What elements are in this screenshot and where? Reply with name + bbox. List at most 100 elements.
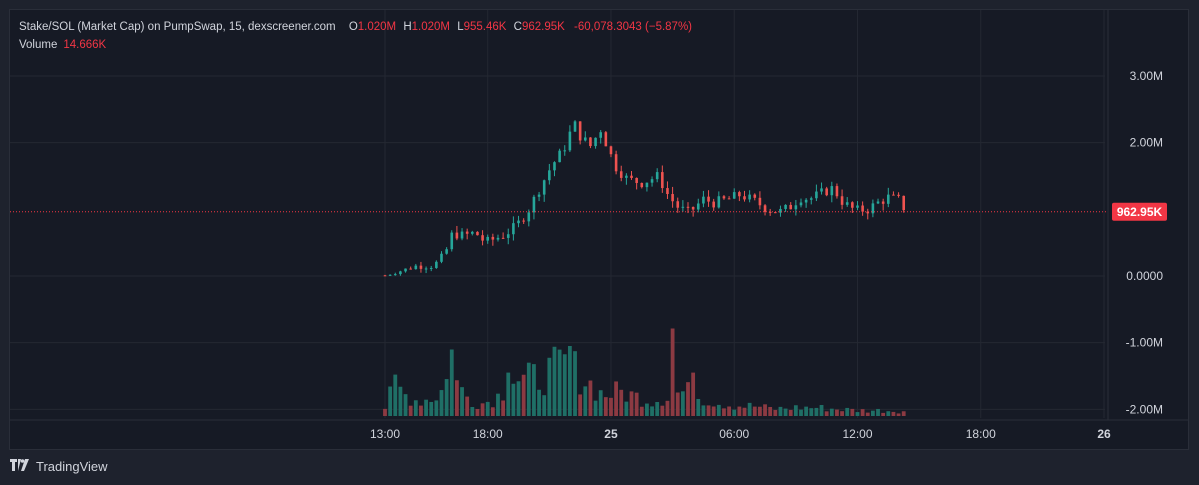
volume-bar xyxy=(465,396,470,416)
volume-bar xyxy=(809,408,814,416)
ohlc-low-key: L xyxy=(457,21,464,33)
ohlc-close-value: 962.95K xyxy=(521,21,565,33)
volume-bar xyxy=(711,406,716,416)
volume-bar xyxy=(696,398,701,416)
candle-body xyxy=(460,231,464,239)
chart-frame xyxy=(9,9,1189,450)
y-tick-label: 3.00M xyxy=(1130,69,1163,83)
volume-bar xyxy=(609,397,613,416)
volume-bar xyxy=(634,392,639,416)
candle-body xyxy=(583,137,587,141)
volume-bar xyxy=(506,372,511,416)
volume-bar xyxy=(706,405,711,416)
candle-body xyxy=(794,205,798,210)
ohlc-open-value: 1.020M xyxy=(357,21,397,33)
candle-body xyxy=(465,231,469,234)
candle-body xyxy=(604,132,608,147)
volume-bar xyxy=(388,386,393,416)
volume-value: 14.666K xyxy=(63,39,107,51)
candle-body xyxy=(548,170,551,181)
volume-bar xyxy=(732,409,737,416)
candle-body xyxy=(881,201,885,204)
candle-body xyxy=(383,275,387,277)
candle-body xyxy=(876,201,880,204)
candle-body xyxy=(471,231,474,234)
volume-bar xyxy=(639,406,644,416)
volume-bar xyxy=(480,403,485,416)
candle-body xyxy=(851,202,854,208)
candle-body xyxy=(599,132,602,138)
candle-body xyxy=(532,196,536,213)
candle-body xyxy=(779,208,782,213)
candle-body xyxy=(758,197,762,206)
candle-body xyxy=(840,196,844,205)
candle-body xyxy=(614,154,618,172)
candle-body xyxy=(691,206,695,210)
ohlc-close: C962.95K xyxy=(510,18,565,36)
candle-body xyxy=(809,198,813,200)
candle-body xyxy=(722,196,726,199)
volume-bar xyxy=(526,362,531,416)
volume-bar xyxy=(398,386,403,416)
candle-body xyxy=(717,196,721,208)
volume-bar xyxy=(799,409,803,416)
tradingview-branding[interactable]: TradingView xyxy=(10,459,108,474)
candle-body xyxy=(491,236,495,240)
ohlc-high-value: 1.020M xyxy=(411,21,450,33)
volume-bar xyxy=(701,405,706,416)
volume-bar xyxy=(629,391,634,416)
volume-bar xyxy=(413,400,418,416)
candle-body xyxy=(815,191,818,199)
volume-bar xyxy=(490,407,495,416)
volume-bar xyxy=(460,387,464,416)
candle-body xyxy=(393,274,397,276)
last-price-tag xyxy=(1112,202,1167,221)
candle-body xyxy=(388,274,392,276)
volume-bar xyxy=(670,328,675,416)
volume-bar xyxy=(835,409,839,416)
candle-body xyxy=(527,212,531,222)
candle-body xyxy=(825,188,828,196)
volume-bar xyxy=(680,391,685,416)
volume-bar xyxy=(752,406,757,416)
volume-bar xyxy=(814,407,819,416)
volume-bar xyxy=(593,400,598,416)
volume-bar xyxy=(439,390,444,416)
volume-bar xyxy=(470,407,475,416)
volume-legend: Volume 14.666K xyxy=(19,36,106,54)
volume-bar xyxy=(449,349,454,416)
candle-body xyxy=(892,194,895,196)
candle-body xyxy=(496,237,500,240)
volume-bar xyxy=(650,406,654,416)
candle-body xyxy=(522,220,525,222)
volume-bar xyxy=(496,393,500,416)
volume-bar xyxy=(716,404,721,416)
symbol-title: Stake/SOL (Market Cap) on PumpSwap, 15, … xyxy=(19,21,336,33)
y-tick-label: -1.00M xyxy=(1126,336,1163,350)
volume-bar xyxy=(573,351,577,416)
last-price-label: 962.95K xyxy=(1117,205,1163,219)
volume-bar xyxy=(855,412,860,416)
candle-body xyxy=(424,268,428,270)
candle-body xyxy=(845,202,849,205)
volume-bar xyxy=(655,402,660,416)
x-tick-label: 25 xyxy=(604,427,618,441)
volume-bar xyxy=(722,408,726,416)
volume-bar xyxy=(675,392,680,416)
x-tick-label: 06:00 xyxy=(719,427,749,441)
brand-name: TradingView xyxy=(36,459,108,474)
candle-body xyxy=(866,211,870,214)
candle-body xyxy=(609,146,613,155)
volume-bar xyxy=(583,386,588,416)
candle-body xyxy=(435,261,438,268)
volume-bar xyxy=(881,412,886,416)
candle-body xyxy=(512,223,515,235)
candle-body xyxy=(763,205,767,212)
candle-body xyxy=(784,204,787,209)
volume-bar xyxy=(845,407,850,416)
volume-bar xyxy=(598,390,603,416)
volume-bar xyxy=(383,408,387,416)
candle-body xyxy=(594,137,597,147)
candle-body xyxy=(804,199,808,203)
